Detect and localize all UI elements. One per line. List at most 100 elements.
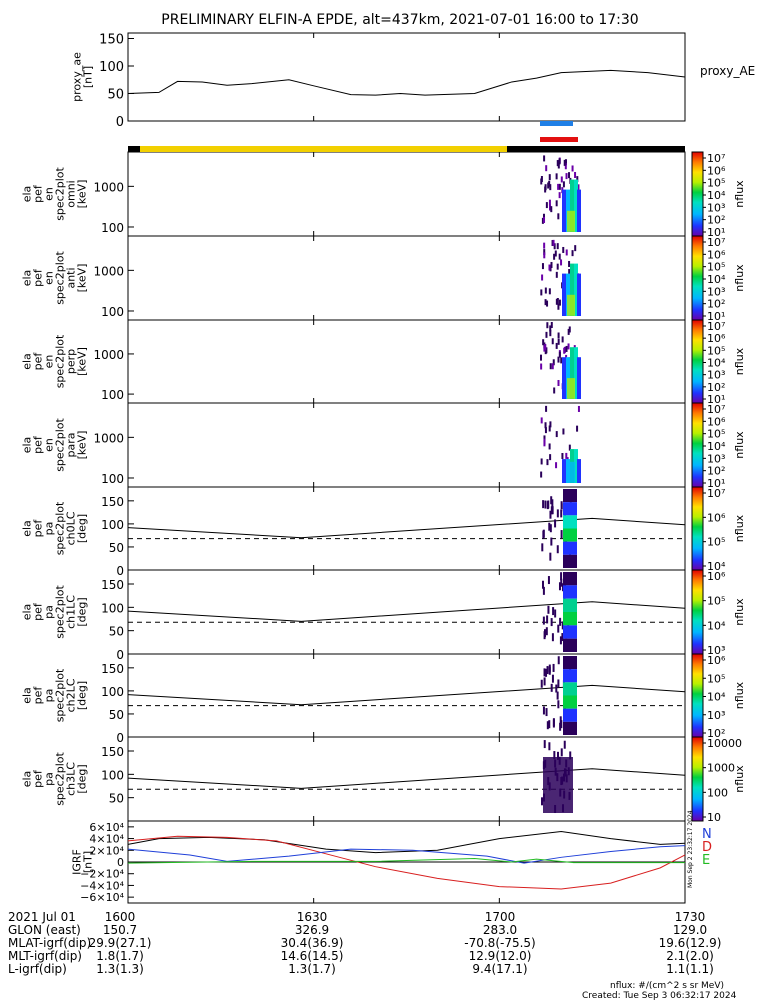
spectrogram-pixel [544,299,547,306]
colorbar-tick-label: 10³ [707,285,725,298]
spectrogram-pixel [541,580,544,589]
pa-ytick-label: 100 [101,518,124,532]
footer-value: 1.3(1.7) [288,962,336,976]
footer-label-date: 2021 Jul 01 [8,910,76,924]
footer-value: 29.9(27.1) [89,936,152,950]
spectrogram-pixel [556,243,559,250]
spectrogram-blob-column [562,189,566,232]
colorbar-tick-label: 1000 [707,762,735,775]
spectrogram-pixel [544,422,547,429]
igrf-n-line [127,845,686,864]
spectrogram-pixel [548,199,551,206]
spectrogram-pixel [542,500,545,509]
spectrogram-pixel [565,173,568,180]
spectrogram-pixel [558,158,561,165]
energy-ylabel-line: spec2plot [54,418,67,472]
spectrogram-pixel [565,345,568,352]
colorbar-tick-label: 10⁴ [707,273,726,286]
pa-ytick-label: 150 [101,662,124,676]
spectrogram-pixel [562,181,565,188]
colorbar-tick-label: 10000 [707,737,742,750]
energy-ylabel-line: pef [32,268,45,287]
pa-spectrogram-cell [563,502,577,516]
colorbar-tick-label: 10⁷ [707,403,725,416]
spectrogram-pixel [542,339,545,346]
footer-value: 14.6(14.5) [281,949,344,963]
colorbar-label: nflux [733,264,746,292]
pa-ylabel-line: pef [32,686,45,705]
spectrogram-pixel [554,519,557,528]
spectrogram-pixel [545,627,548,636]
pa-spectrogram-cell [563,682,577,696]
spectrogram-pixel [574,245,577,252]
spectrogram-blob-column [574,179,578,232]
pa-spectrogram-cell [563,515,577,529]
colorbar-tick-label: 10⁵ [707,344,725,357]
spectrogram-blob-column [574,263,578,316]
panel-frame [127,235,686,321]
igrf-ytick-label: −6×10⁴ [80,891,124,904]
spectrogram-pixel [546,721,549,730]
spectrogram-pixel [543,668,546,677]
spectrogram-pixel [552,607,555,616]
pa-ytick-label: 150 [101,495,124,509]
spectrogram-pixel [552,359,555,366]
igrf-ytick-label: 6×10⁴ [89,821,124,834]
colorbar-tick-label: 10⁶ [707,570,726,583]
spectrogram-pixel [560,720,563,729]
footer-value: 150.7 [103,923,137,937]
spectrogram-pixel [541,797,544,806]
colorbar-tick-label: 10⁶ [707,332,726,345]
footer-label-glon: GLON (east) [8,923,81,937]
colorbar [691,736,704,822]
energy-ylabel-line: [keV] [76,180,89,209]
footer-values: 1600 1630 1700 1730 150.7 326.9 283.0 129.0 29.9… [89,910,722,976]
spectrogram-pixel [556,263,559,270]
pa-spectrogram-cell [563,554,577,568]
spectrogram-pixel [540,417,543,424]
spectrogram-pixel [555,342,558,349]
spectrogram-pixel [543,435,546,442]
spectrogram-blob-column [562,357,566,399]
colorbar-label: nflux [733,347,746,375]
spectrogram-pixel [542,213,545,220]
spectrogram-pixel [540,178,543,185]
spectrogram-pixel [553,751,556,760]
spectrogram-pixel [560,501,563,510]
spectrogram-pixel [542,616,545,625]
colorbar-tick-label: 100 [707,786,728,799]
spectrogram-pixel [544,629,547,638]
spectrogram-pixel [550,537,553,546]
energy-ylabel-line: pef [32,435,45,454]
energy-ylabel-line: [keV] [76,264,89,293]
spectrogram-pixel [557,332,560,339]
proxy-ae-ytick-label: 50 [107,88,124,103]
spectrogram-pixel [549,510,552,519]
energy-ylabel-line: [keV] [76,347,89,376]
spectrogram-pixel [544,287,547,294]
energy-ylabel-line: spec2plot [54,167,67,221]
proxy-ae-ytick-label: 0 [116,115,124,130]
pa-spectrogram-cell [543,757,573,813]
spectrogram-pixel [556,545,559,554]
pa-ytick-label: 0 [116,648,124,662]
spectrogram-pixel [544,343,547,350]
spectrogram-pixel [558,582,561,591]
spectrogram-pixel [561,453,564,460]
spectrogram-pixel [549,421,552,428]
colorbar-tick-label: 10⁵ [707,428,725,441]
spectrogram-pixel [542,586,545,595]
pa-ylabel-line: ela [21,687,34,704]
energy-ylabel-line: ela [21,437,34,454]
loss-cone-line [127,601,686,622]
igrf-ytick-label: −4×10⁴ [80,879,124,892]
spectrogram-pixel [547,605,550,614]
spectrogram-pixel [549,184,552,191]
pa-spectrogram-cell [563,708,577,722]
panel-frame [127,402,686,488]
igrf-d-line [127,835,686,890]
pa-ylabel-line: ela [21,520,34,537]
spectrogram-pixel [550,683,553,692]
spectrogram-pixel [540,458,543,465]
colorbar-tick-label: 10² [707,465,725,478]
